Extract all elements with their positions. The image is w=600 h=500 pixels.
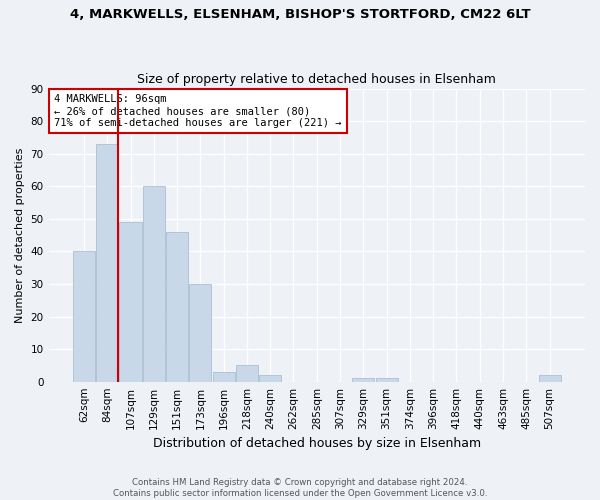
Text: Contains HM Land Registry data © Crown copyright and database right 2024.
Contai: Contains HM Land Registry data © Crown c… [113,478,487,498]
Bar [143,186,165,382]
Y-axis label: Number of detached properties: Number of detached properties [15,148,25,323]
Bar [212,372,235,382]
X-axis label: Distribution of detached houses by size in Elsenham: Distribution of detached houses by size … [153,437,481,450]
Bar [190,284,211,382]
Title: Size of property relative to detached houses in Elsenham: Size of property relative to detached ho… [137,73,496,86]
Bar [259,375,281,382]
Text: 4, MARKWELLS, ELSENHAM, BISHOP'S STORTFORD, CM22 6LT: 4, MARKWELLS, ELSENHAM, BISHOP'S STORTFO… [70,8,530,20]
Bar [119,222,142,382]
Bar [166,232,188,382]
Bar [73,252,95,382]
Bar [236,366,258,382]
Text: 4 MARKWELLS: 96sqm
← 26% of detached houses are smaller (80)
71% of semi-detache: 4 MARKWELLS: 96sqm ← 26% of detached hou… [54,94,341,128]
Bar [376,378,398,382]
Bar [96,144,118,382]
Bar [539,375,560,382]
Bar [352,378,374,382]
